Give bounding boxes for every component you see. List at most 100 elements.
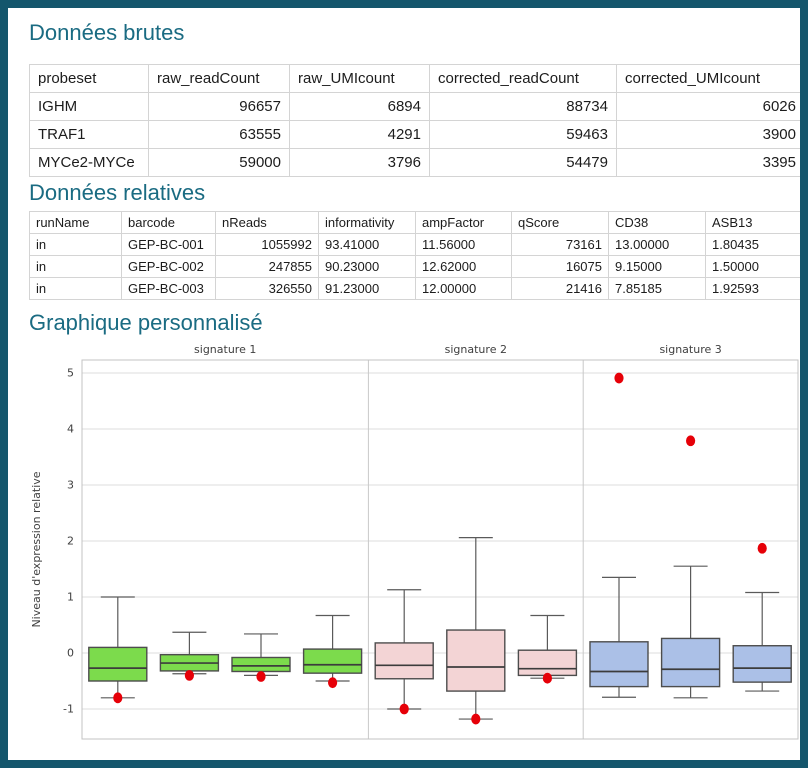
column-header: runName — [29, 211, 122, 234]
raw-table-body: IGHM 96657 6894 88734 6026 TRAF1 63555 4291 5946… — [29, 92, 800, 177]
relative-data-table: runName barcode nReads informativity ampFact… — [29, 211, 800, 300]
table-cell: 326550 — [215, 277, 319, 300]
box-rect — [231, 656, 291, 673]
panel-title: signature 2 — [445, 343, 507, 356]
box-rect — [374, 642, 434, 680]
outlier-dot — [471, 713, 481, 725]
table-cell: 59463 — [429, 120, 617, 149]
box-rect — [589, 641, 649, 688]
column-header: ampFactor — [415, 211, 512, 234]
table-cell: 1.50000 — [705, 255, 800, 278]
table-cell: 247855 — [215, 255, 319, 278]
outlier-dot — [399, 703, 409, 715]
table-cell: 96657 — [148, 92, 290, 121]
table-cell: in — [29, 233, 122, 256]
table-cell: 1.80435 — [705, 233, 800, 256]
outlier-dot — [184, 670, 194, 681]
table-cell: 88734 — [429, 92, 617, 121]
column-header: corrected_UMIcount — [616, 64, 800, 93]
relative-table-header: runName barcode nReads informativity ampFact… — [29, 211, 800, 234]
table-cell: MYCe2-MYCe — [29, 148, 149, 177]
box-rect — [446, 629, 506, 692]
y-tick-label: 2 — [67, 535, 74, 548]
table-cell: 12.62000 — [415, 255, 512, 278]
table-cell: 59000 — [148, 148, 290, 177]
box-rect — [88, 646, 148, 682]
column-header: ASB13 — [705, 211, 800, 234]
table-cell: 93.41000 — [318, 233, 416, 256]
table-cell: 6026 — [616, 92, 800, 121]
table-cell: 3796 — [289, 148, 430, 177]
column-header: raw_readCount — [148, 64, 290, 93]
raw-data-table: probeset raw_readCount raw_UMIcount correct… — [29, 64, 800, 177]
outlier-dot — [542, 672, 553, 684]
table-cell: 63555 — [148, 120, 290, 149]
y-tick-label: 1 — [67, 591, 74, 604]
box-rect — [732, 645, 792, 683]
table-cell: in — [29, 277, 122, 300]
header-row: probeset raw_readCount raw_UMIcount correct… — [29, 64, 800, 93]
table-cell: 12.00000 — [415, 277, 512, 300]
raw-table-header: probeset raw_readCount raw_UMIcount correct… — [29, 64, 800, 93]
y-tick-label: -1 — [63, 703, 74, 716]
table-cell: 90.23000 — [318, 255, 416, 278]
table-row: in GEP-BC-001 1055992 93.41000 11.56000 73161… — [29, 233, 800, 256]
plot-border — [81, 359, 799, 740]
table-cell: GEP-BC-002 — [121, 255, 216, 278]
outlier-dot — [757, 542, 767, 554]
table-cell: 4291 — [289, 120, 430, 149]
table-row: in GEP-BC-003 326550 91.23000 12.00000 21416 7… — [29, 277, 800, 300]
column-header: probeset — [29, 64, 149, 93]
table-cell: 11.56000 — [415, 233, 512, 256]
table-cell: 6894 — [289, 92, 430, 121]
table-cell: GEP-BC-003 — [121, 277, 216, 300]
panel-title: signature 3 — [659, 343, 721, 356]
outlier-dot — [614, 372, 624, 384]
table-cell: GEP-BC-001 — [121, 233, 216, 256]
table-cell: 1.92593 — [705, 277, 800, 300]
box-rect — [517, 649, 578, 677]
section-title-relative-data: Données relatives — [29, 180, 206, 205]
column-header: corrected_readCount — [429, 64, 617, 93]
table-row: MYCe2-MYCe 59000 3796 54479 3395 — [29, 148, 800, 177]
relative-table-body: in GEP-BC-001 1055992 93.41000 11.56000 73161… — [29, 233, 800, 300]
column-header: nReads — [215, 211, 319, 234]
y-axis-label: Niveau d'expression relative — [30, 471, 43, 627]
table-cell: 16075 — [511, 255, 609, 278]
table-row: IGHM 96657 6894 88734 6026 — [29, 92, 800, 121]
column-header: raw_UMIcount — [289, 64, 430, 93]
outlier-dot — [686, 435, 696, 447]
table-cell: 7.85185 — [608, 277, 706, 300]
y-tick-label: 3 — [67, 479, 74, 492]
column-header: informativity — [318, 211, 416, 234]
y-tick-label: 5 — [67, 367, 74, 380]
table-row: TRAF1 63555 4291 59463 3900 — [29, 120, 800, 149]
outlier-dot — [256, 671, 266, 682]
section-title-custom-chart: Graphique personnalisé — [29, 310, 263, 335]
outlier-dot — [113, 692, 123, 704]
table-cell: 21416 — [511, 277, 609, 300]
outlier-dot — [328, 677, 338, 689]
table-row: in GEP-BC-002 247855 90.23000 12.62000 16075 9… — [29, 255, 800, 278]
table-cell: 3900 — [616, 120, 800, 149]
table-cell: 9.15000 — [608, 255, 706, 278]
box-rect — [660, 637, 721, 688]
table-cell: TRAF1 — [29, 120, 149, 149]
header-row: runName barcode nReads informativity ampFact… — [29, 211, 800, 234]
table-cell: in — [29, 255, 122, 278]
boxplot-chart: 5 4 3 2 1 0 -1 Niveau d'expression relative sign… — [30, 343, 799, 740]
table-cell: 3395 — [616, 148, 800, 177]
y-tick-label: 4 — [67, 423, 74, 436]
table-cell: 91.23000 — [318, 277, 416, 300]
table-cell: 73161 — [511, 233, 609, 256]
section-title-raw-data: Données brutes — [29, 20, 185, 45]
y-tick-label: 0 — [67, 647, 74, 660]
column-header: barcode — [121, 211, 216, 234]
table-cell: 54479 — [429, 148, 617, 177]
table-cell: IGHM — [29, 92, 149, 121]
table-cell: 13.00000 — [608, 233, 706, 256]
box-rect — [302, 648, 363, 674]
panel-title: signature 1 — [194, 343, 256, 356]
column-header: CD38 — [608, 211, 706, 234]
